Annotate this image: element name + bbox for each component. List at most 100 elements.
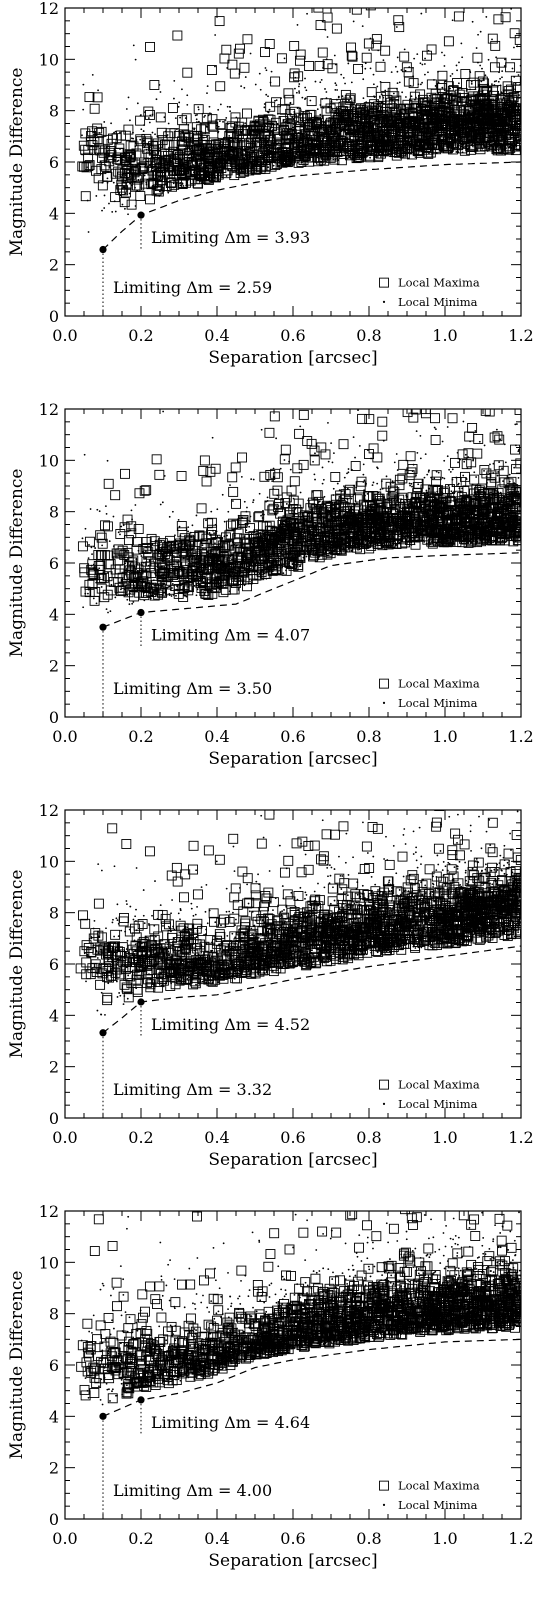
minima-point (437, 144, 439, 146)
maxima-point (480, 496, 491, 507)
maxima-point (118, 185, 129, 196)
minima-point (87, 231, 90, 233)
minima-point (460, 143, 463, 146)
minima-point (332, 158, 335, 161)
minima-point (448, 109, 451, 111)
maxima-point (298, 113, 309, 124)
maxima-point (99, 550, 110, 560)
minima-point (474, 111, 477, 113)
minima-point (163, 116, 166, 119)
minima-point (507, 130, 510, 133)
maxima-point (453, 11, 464, 22)
maxima-point (371, 40, 382, 51)
minima-point (291, 152, 294, 155)
minima-point (111, 211, 114, 213)
legend-entry: Local Maxima (398, 276, 480, 290)
minima-point (147, 117, 150, 119)
minima-point (392, 92, 395, 95)
maxima-point (332, 147, 343, 158)
minima-point (489, 463, 491, 466)
minima-point (274, 152, 276, 154)
minima-point (421, 145, 424, 147)
minima-point (101, 181, 104, 184)
minima-point (510, 538, 513, 541)
minima-point (290, 149, 293, 152)
minima-point (340, 490, 343, 493)
minima-point (211, 173, 214, 176)
maxima-point (372, 452, 383, 463)
minima-point (132, 153, 134, 156)
minima-point (475, 147, 478, 150)
minima-point (508, 111, 511, 113)
minima-point (330, 510, 333, 513)
minima-point (392, 138, 394, 141)
minima-point (208, 105, 211, 108)
minima-point (399, 110, 402, 112)
minima-point (418, 148, 420, 151)
minima-point (469, 70, 471, 73)
maxima-point (402, 409, 413, 418)
minima-point (385, 125, 388, 128)
minima-point (292, 133, 295, 136)
maxima-point (430, 88, 441, 99)
minima-point (148, 163, 151, 166)
minima-point (337, 133, 340, 136)
minima-point (376, 123, 379, 126)
minima-point (472, 114, 475, 117)
minima-point (501, 70, 504, 73)
maxima-point (405, 451, 416, 462)
maxima-point (273, 532, 283, 543)
maxima-point (254, 541, 265, 551)
maxima-point (497, 129, 507, 140)
minima-point (317, 118, 320, 120)
minima-point (376, 103, 379, 105)
minima-point (366, 522, 369, 525)
maxima-point (424, 511, 435, 522)
maxima-point (156, 558, 167, 569)
minima-point (443, 54, 446, 57)
minima-point (303, 155, 306, 158)
minima-point (321, 120, 323, 123)
minima-point (495, 56, 498, 59)
minima-point (483, 146, 486, 149)
minima-point (289, 102, 292, 105)
minima-point (380, 126, 383, 129)
minima-point (423, 63, 426, 65)
minima-point (238, 73, 241, 75)
maxima-point (135, 115, 146, 126)
maxima-point (132, 577, 143, 588)
maxima-point (269, 411, 280, 422)
minima-point (456, 69, 458, 72)
minima-point (154, 572, 157, 575)
minima-point (256, 135, 259, 137)
minima-point (332, 494, 335, 496)
minima-point (515, 517, 518, 520)
minima-point (185, 184, 188, 187)
maxima-point (124, 570, 135, 581)
minima-point (205, 165, 208, 168)
maxima-point (252, 137, 263, 148)
minima-point (515, 121, 518, 124)
minima-point (226, 67, 229, 69)
minima-point (437, 120, 440, 123)
maxima-point (322, 12, 333, 23)
minima-point (186, 103, 189, 106)
minima-point (464, 145, 467, 148)
minima-point (327, 421, 329, 424)
maxima-point (314, 61, 325, 71)
minima-point (371, 527, 373, 529)
minima-point (178, 153, 180, 156)
minima-point (312, 133, 315, 136)
maxima-point (210, 548, 221, 559)
minima-point (332, 152, 335, 155)
maxima-point (225, 141, 236, 152)
minima-point (328, 149, 331, 152)
minima-point (207, 162, 210, 164)
minima-point (361, 114, 364, 116)
minima-point (246, 506, 248, 509)
minima-point (463, 460, 466, 463)
minima-point (173, 79, 176, 82)
minima-point (181, 153, 184, 156)
maxima-point (288, 519, 299, 530)
minima-point (113, 131, 115, 134)
